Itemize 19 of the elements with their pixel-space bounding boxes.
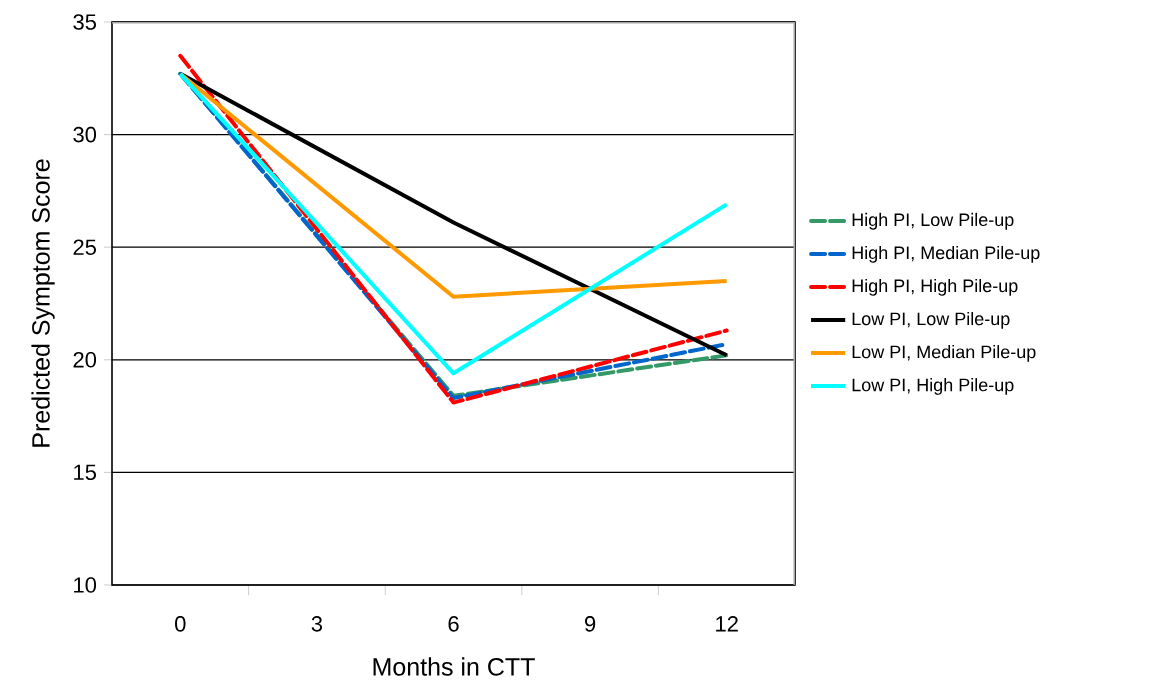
x-tick-label: 9 xyxy=(585,616,596,632)
y-axis-title: Predicted Symptom Score xyxy=(31,159,55,447)
legend-label: Low PI, Median Pile-up xyxy=(852,345,1036,362)
y-tick-label: 25 xyxy=(73,239,96,255)
legend-label: High PI, Median Pile-up xyxy=(852,245,1040,263)
legend-label: Low PI, High Pile-up xyxy=(852,378,1014,395)
y-tick-label: 20 xyxy=(73,352,97,368)
x-tick-label: 12 xyxy=(716,616,738,632)
y-tick-label: 10 xyxy=(74,577,97,593)
y-tick-label: 30 xyxy=(73,126,97,143)
x-axis-title: Months in CTT xyxy=(373,657,535,676)
legend-label: High PI, Low Pile-up xyxy=(852,212,1014,230)
x-tick-label: 3 xyxy=(311,616,323,632)
legend-label: Low PI, Low Pile-up xyxy=(852,312,1010,329)
x-tick-label: 0 xyxy=(175,616,186,632)
y-tick-label: 35 xyxy=(73,14,96,30)
y-tick-label: 15 xyxy=(74,464,96,481)
x-tick-label: 6 xyxy=(448,616,459,632)
legend-label: High PI, High Pile-up xyxy=(852,278,1018,296)
